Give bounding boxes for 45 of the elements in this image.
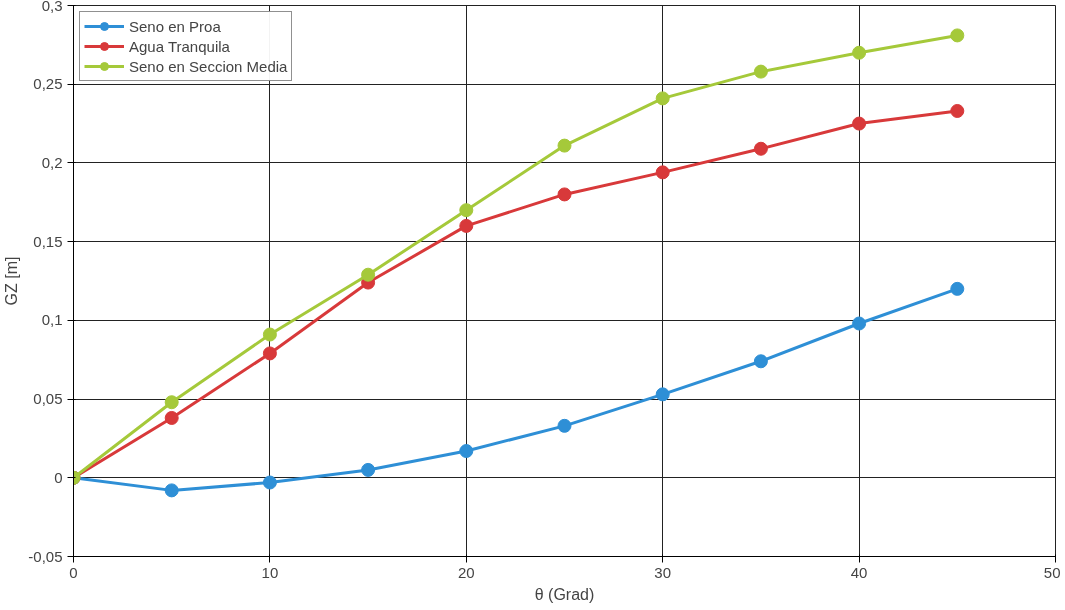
y-tick-label: 0 xyxy=(54,468,63,486)
point xyxy=(262,346,277,361)
y-tick-label: 0,05 xyxy=(33,390,63,408)
y-tick-label: 0,25 xyxy=(33,75,63,93)
point xyxy=(557,138,572,153)
y-tick-label: 0,1 xyxy=(41,311,63,329)
point xyxy=(164,395,179,410)
x-axis-title: θ (Grad) xyxy=(534,585,595,603)
point xyxy=(753,64,768,79)
point xyxy=(459,444,474,459)
point xyxy=(164,410,179,425)
point xyxy=(361,267,376,282)
point xyxy=(950,103,965,118)
x-tick-label: 20 xyxy=(457,563,475,581)
point xyxy=(852,316,867,331)
x-tick-label: 40 xyxy=(850,563,868,581)
y-tick-label: -0,05 xyxy=(28,547,63,565)
y-axis-title: GZ [m] xyxy=(3,256,21,306)
legend-label: Seno en Seccion Media xyxy=(129,57,288,75)
point xyxy=(950,281,965,296)
point xyxy=(852,116,867,131)
y-tick-label: 0,3 xyxy=(41,0,63,14)
point xyxy=(852,45,867,60)
legend-label: Agua Tranquila xyxy=(129,37,230,55)
y-tick-label: 0,2 xyxy=(41,153,63,171)
point xyxy=(655,387,670,402)
x-tick-label: 10 xyxy=(261,563,279,581)
point xyxy=(459,218,474,233)
point xyxy=(164,483,179,498)
x-tick-label: 30 xyxy=(654,563,672,581)
x-tick-label: 50 xyxy=(1043,563,1061,581)
legend-label: Seno en Proa xyxy=(129,17,221,35)
point xyxy=(557,187,572,202)
point xyxy=(459,203,474,218)
point xyxy=(262,475,277,490)
point xyxy=(950,28,965,43)
point xyxy=(655,91,670,106)
point xyxy=(753,354,768,369)
point xyxy=(262,327,277,342)
point xyxy=(753,141,768,156)
x-tick-label: 0 xyxy=(69,563,78,581)
point xyxy=(557,418,572,433)
point xyxy=(655,165,670,180)
y-tick-label: 0,15 xyxy=(33,232,63,250)
point xyxy=(361,462,376,477)
